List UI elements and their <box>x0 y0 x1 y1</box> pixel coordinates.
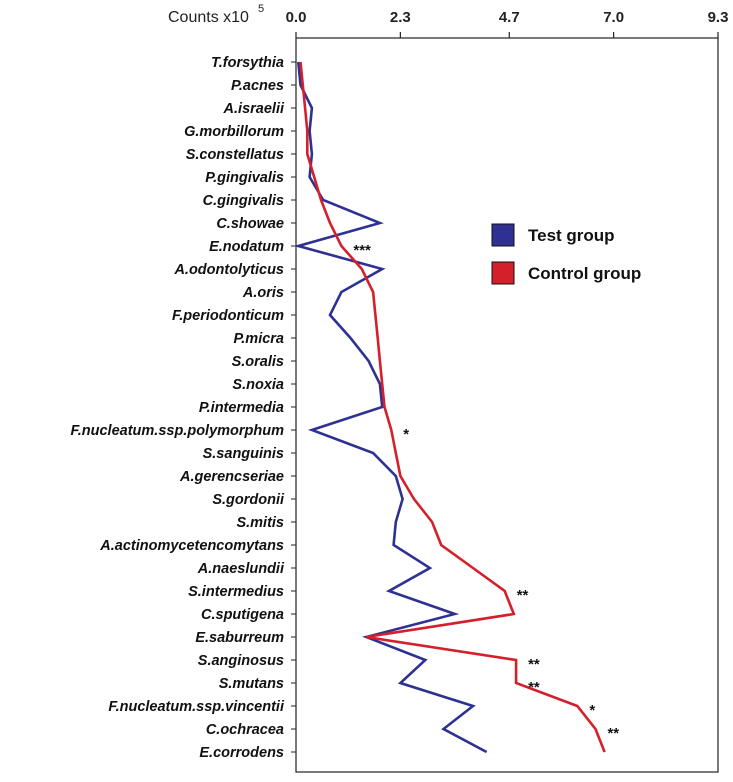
category-label: T.forsythia <box>211 55 284 71</box>
axis-tick-label: 4.7 <box>499 9 520 26</box>
series-line-control-group <box>299 61 606 753</box>
category-label: P.intermedia <box>199 400 284 416</box>
series-lines <box>293 61 606 754</box>
axis-title: Counts x10 <box>168 9 249 26</box>
category-label: S.sanguinis <box>203 446 284 462</box>
category-label: S.anginosus <box>198 653 284 669</box>
axis-exponent: 5 <box>258 3 264 15</box>
category-label: A.gerencseriae <box>179 469 284 485</box>
category-label: A.odontolyticus <box>173 262 284 278</box>
significance-marker: ** <box>528 679 540 696</box>
significance-marker: * <box>403 426 409 443</box>
value-axis: Counts x10 5 <box>168 3 264 26</box>
category-label: C.gingivalis <box>203 193 284 209</box>
category-label: S.mutans <box>219 676 284 692</box>
significance-marker: ** <box>607 725 619 742</box>
significance-marker: ** <box>517 587 529 604</box>
axis-tick-label: 9.3 <box>708 9 729 26</box>
significance-marker: ** <box>528 656 540 673</box>
category-label: F.nucleatum.ssp.polymorphum <box>71 423 285 439</box>
category-label: E.corrodens <box>199 745 284 761</box>
legend-label: Test group <box>528 226 615 245</box>
legend-swatch <box>491 223 515 247</box>
legend: Test group Control group <box>491 223 641 285</box>
category-label: G.morbillorum <box>184 124 284 140</box>
axis-tick-label: 2.3 <box>390 9 411 26</box>
category-label: S.noxia <box>232 377 284 393</box>
category-label: F.nucleatum.ssp.vincentii <box>108 699 285 715</box>
significance-annotations: ************* <box>353 242 619 742</box>
category-label: S.gordonii <box>212 492 285 508</box>
category-label: E.nodatum <box>209 239 284 255</box>
category-label: S.constellatus <box>186 147 284 163</box>
category-label: S.oralis <box>232 354 284 370</box>
series-line-test-group <box>293 61 488 754</box>
axis-tick-label: 0.0 <box>286 9 307 26</box>
category-label: E.saburreum <box>195 630 284 646</box>
legend-label: Control group <box>528 264 641 283</box>
category-label: P.gingivalis <box>205 170 284 186</box>
axis-ticks: 0.0 2.3 4.7 7.0 9.3 <box>286 9 729 38</box>
category-label: A.naeslundii <box>197 561 285 577</box>
category-label: C.showae <box>216 216 284 232</box>
category-label: A.oris <box>242 285 284 301</box>
category-label: A.israelii <box>223 101 285 117</box>
category-labels: T.forsythia P.acnes A.israelii G.morbilloru… <box>71 55 296 761</box>
category-label: S.intermedius <box>188 584 284 600</box>
significance-marker: *** <box>353 242 371 259</box>
category-label: C.ochracea <box>206 722 284 738</box>
legend-swatch <box>491 261 515 285</box>
significance-marker: * <box>589 702 595 719</box>
category-label: C.sputigena <box>201 607 284 623</box>
category-label: S.mitis <box>236 515 284 531</box>
category-label: F.periodonticum <box>172 308 284 324</box>
category-label: P.acnes <box>231 78 284 94</box>
category-label: A.actinomycetencomytans <box>99 538 284 554</box>
category-label: P.micra <box>233 331 284 347</box>
axis-tick-label: 7.0 <box>603 9 624 26</box>
plot-frame <box>295 37 719 773</box>
